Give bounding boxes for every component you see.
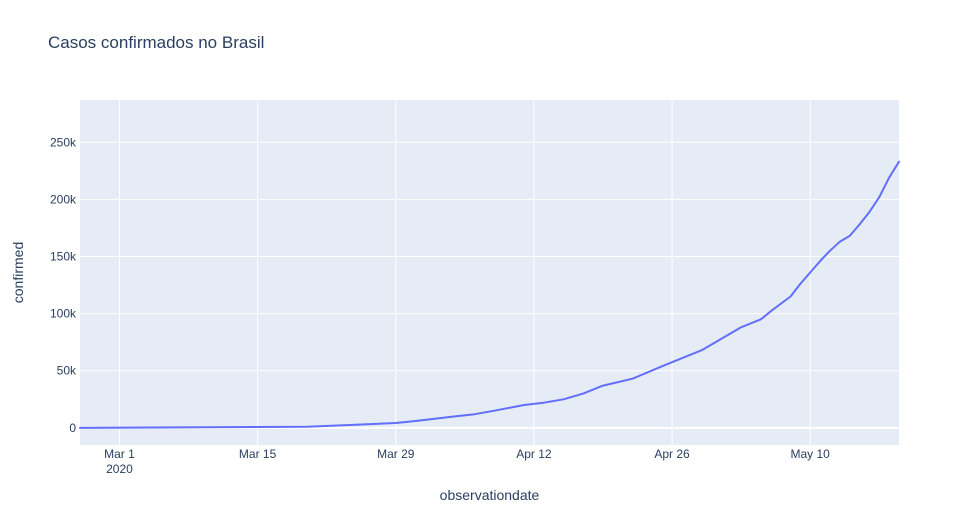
x-tick-label: Mar 15: [239, 447, 277, 461]
x-tick-year-label: 2020: [106, 462, 133, 476]
y-tick-label: 50k: [57, 364, 77, 378]
x-tick-label: Apr 26: [654, 447, 690, 461]
y-axis-title: confirmed: [10, 242, 26, 303]
y-tick-label: 0: [69, 421, 76, 435]
series-layer: [79, 160, 900, 429]
x-tick-label: May 10: [791, 447, 831, 461]
y-tick-label: 250k: [50, 135, 77, 149]
y-tick-label: 150k: [50, 250, 77, 264]
plot-area: [80, 100, 899, 445]
x-tick-label: Apr 12: [516, 447, 552, 461]
x-tick-label: Mar 1: [104, 447, 135, 461]
chart-title: Casos confirmados no Brasil: [48, 33, 265, 52]
y-tick-label: 200k: [50, 192, 77, 206]
x-axis-title: observationdate: [440, 487, 540, 503]
y-axis-ticks: 0 50k 100k 150k 200k 250k: [50, 135, 77, 435]
series-line: [79, 160, 900, 429]
x-tick-label: Mar 29: [377, 447, 415, 461]
y-tick-label: 100k: [50, 307, 77, 321]
gridlines: [80, 100, 899, 445]
